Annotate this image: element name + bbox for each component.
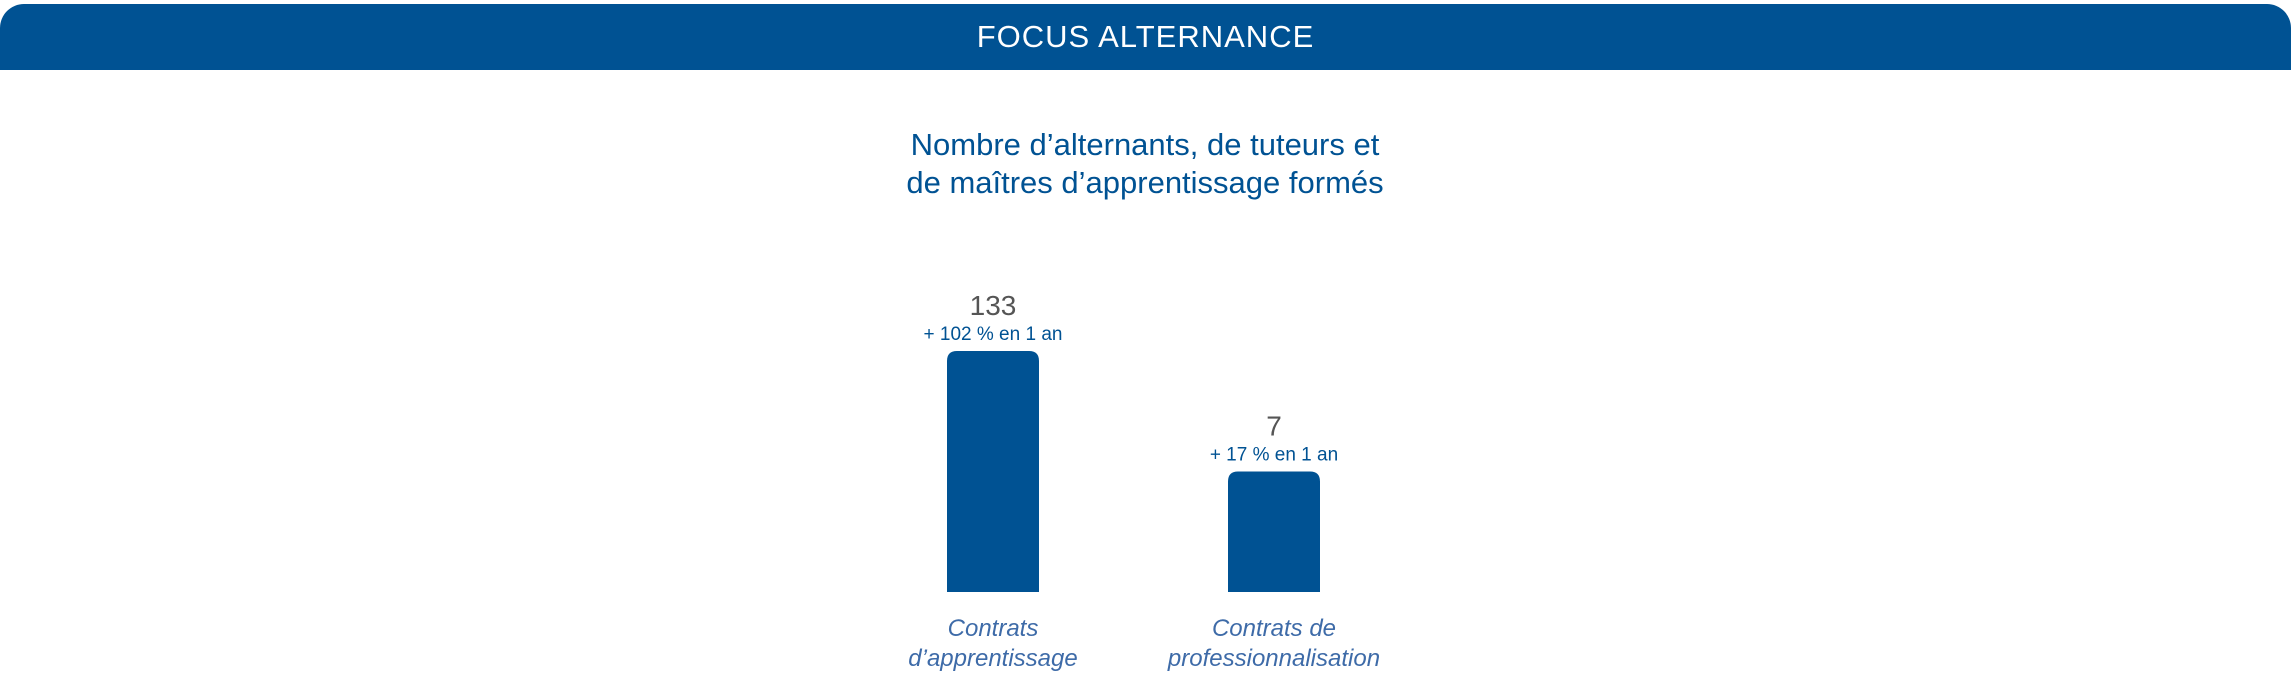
chart-title-line-1: Nombre d’alternants, de tuteurs et bbox=[910, 127, 1380, 162]
bar bbox=[1228, 471, 1320, 592]
category-label: Contrats bbox=[948, 615, 1039, 642]
header-title: FOCUS ALTERNANCE bbox=[976, 19, 1315, 54]
bar-value-label: 7 bbox=[1266, 411, 1282, 442]
category-label: professionnalisation bbox=[1167, 645, 1380, 672]
header-banner: FOCUS ALTERNANCE bbox=[0, 4, 2291, 70]
chart-title-line-2: de maîtres d’apprentissage formés bbox=[906, 165, 1384, 200]
bar-change-label: + 17 % en 1 an bbox=[1210, 445, 1338, 466]
bar bbox=[947, 351, 1039, 592]
category-label: d’apprentissage bbox=[908, 645, 1077, 672]
bar-change-label: + 102 % en 1 an bbox=[924, 324, 1063, 345]
chart-title: Nombre d’alternants, de tuteurs et de ma… bbox=[745, 126, 1545, 202]
category-label: Contrats de bbox=[1212, 615, 1336, 642]
bar-value-label: 133 bbox=[970, 290, 1017, 321]
